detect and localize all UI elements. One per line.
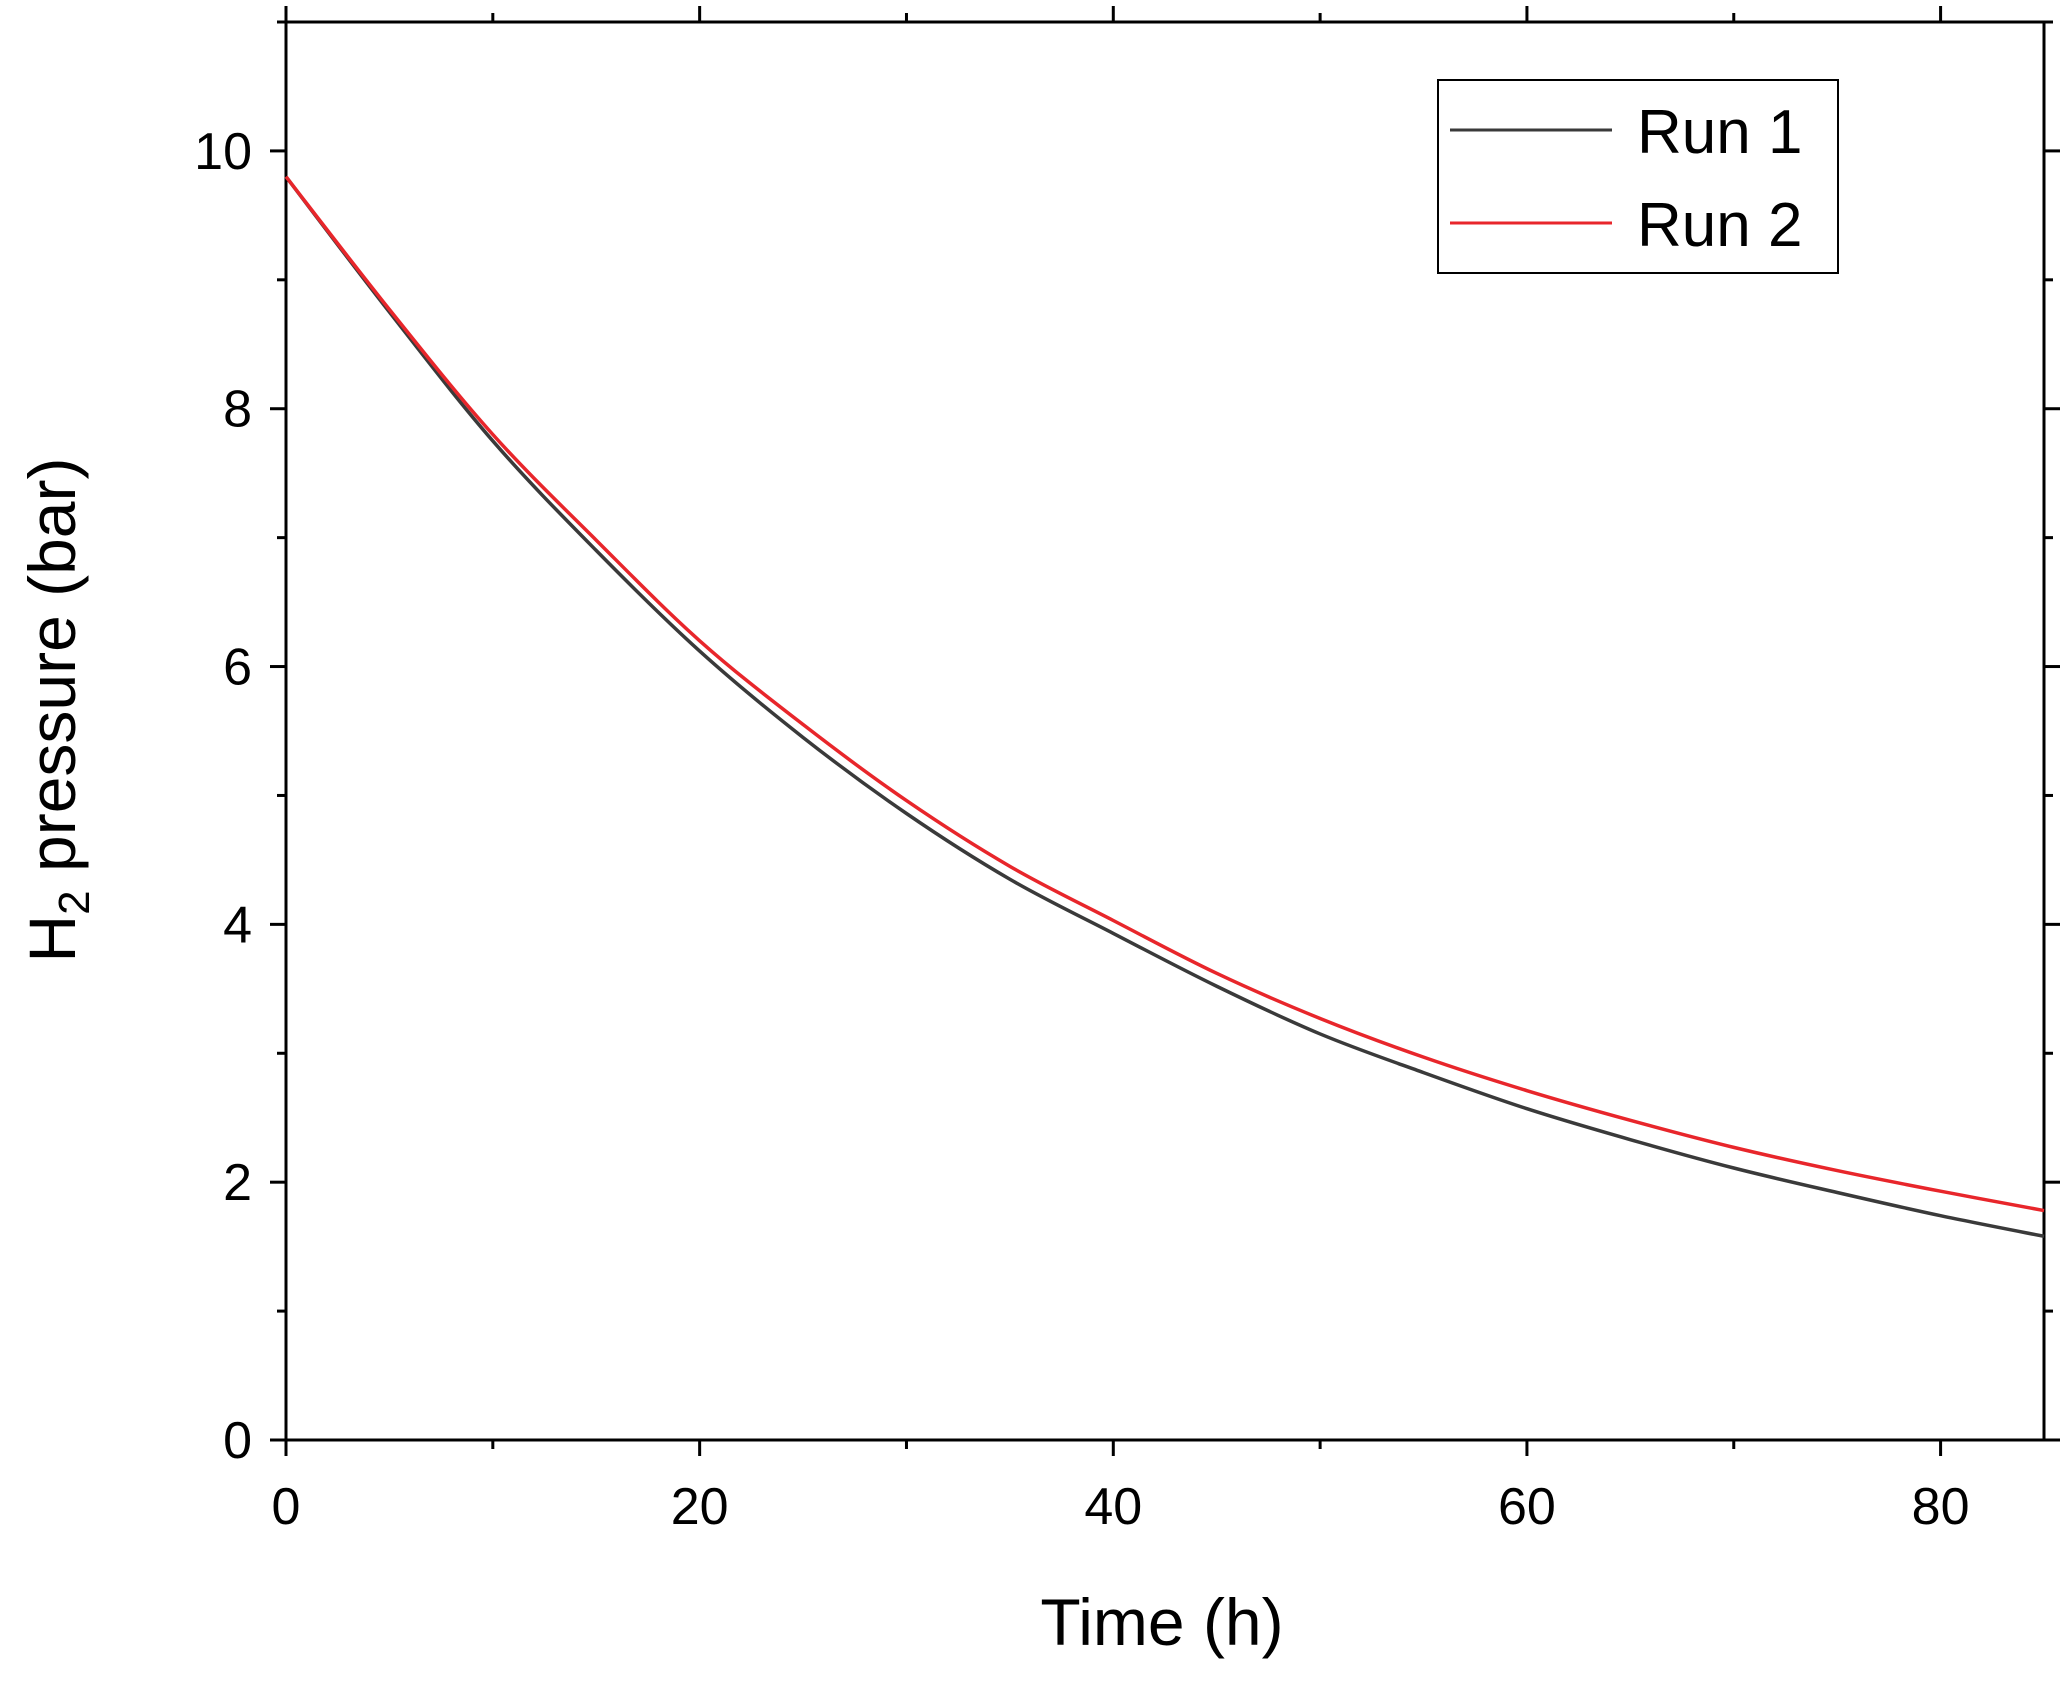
x-tick-label: 60 [1498, 1478, 1556, 1536]
x-tick-label: 20 [671, 1478, 729, 1536]
legend-label-run-2: Run 2 [1637, 191, 1802, 260]
series-line-run-2 [284, 175, 2045, 1213]
legend: Run 1 Run 2 [1437, 79, 1839, 274]
tick-labels: 0 20 40 60 80 0 2 4 6 8 10 [194, 123, 1969, 1536]
y-axis-title: H2 pressure (bar) [15, 458, 99, 963]
x-tick-label: 80 [1912, 1478, 1970, 1536]
y-axis-title-rest: pressure (bar) [15, 458, 89, 891]
y-axis-title-main: H [15, 915, 89, 963]
series-lines [284, 175, 2045, 1239]
y-tick-label: 4 [223, 896, 252, 954]
legend-box [1437, 79, 1839, 274]
y-tick-label: 2 [223, 1154, 252, 1212]
plot-frame [284, 20, 2046, 1442]
y-tick-label: 0 [223, 1412, 252, 1470]
legend-label-run-1: Run 1 [1637, 98, 1802, 167]
y-tick-label: 10 [194, 123, 252, 181]
y-tick-label: 8 [223, 381, 252, 439]
y-tick-label: 6 [223, 639, 252, 697]
x-tick-label: 40 [1084, 1478, 1142, 1536]
plot-border [284, 20, 2046, 1442]
series-line-run-1 [284, 175, 2045, 1239]
x-tick-label: 0 [272, 1478, 301, 1536]
y-axis-title-subscript: 2 [50, 890, 99, 914]
axis-ticks [270, 6, 2060, 1456]
x-axis-title: Time (h) [1040, 1585, 1283, 1659]
